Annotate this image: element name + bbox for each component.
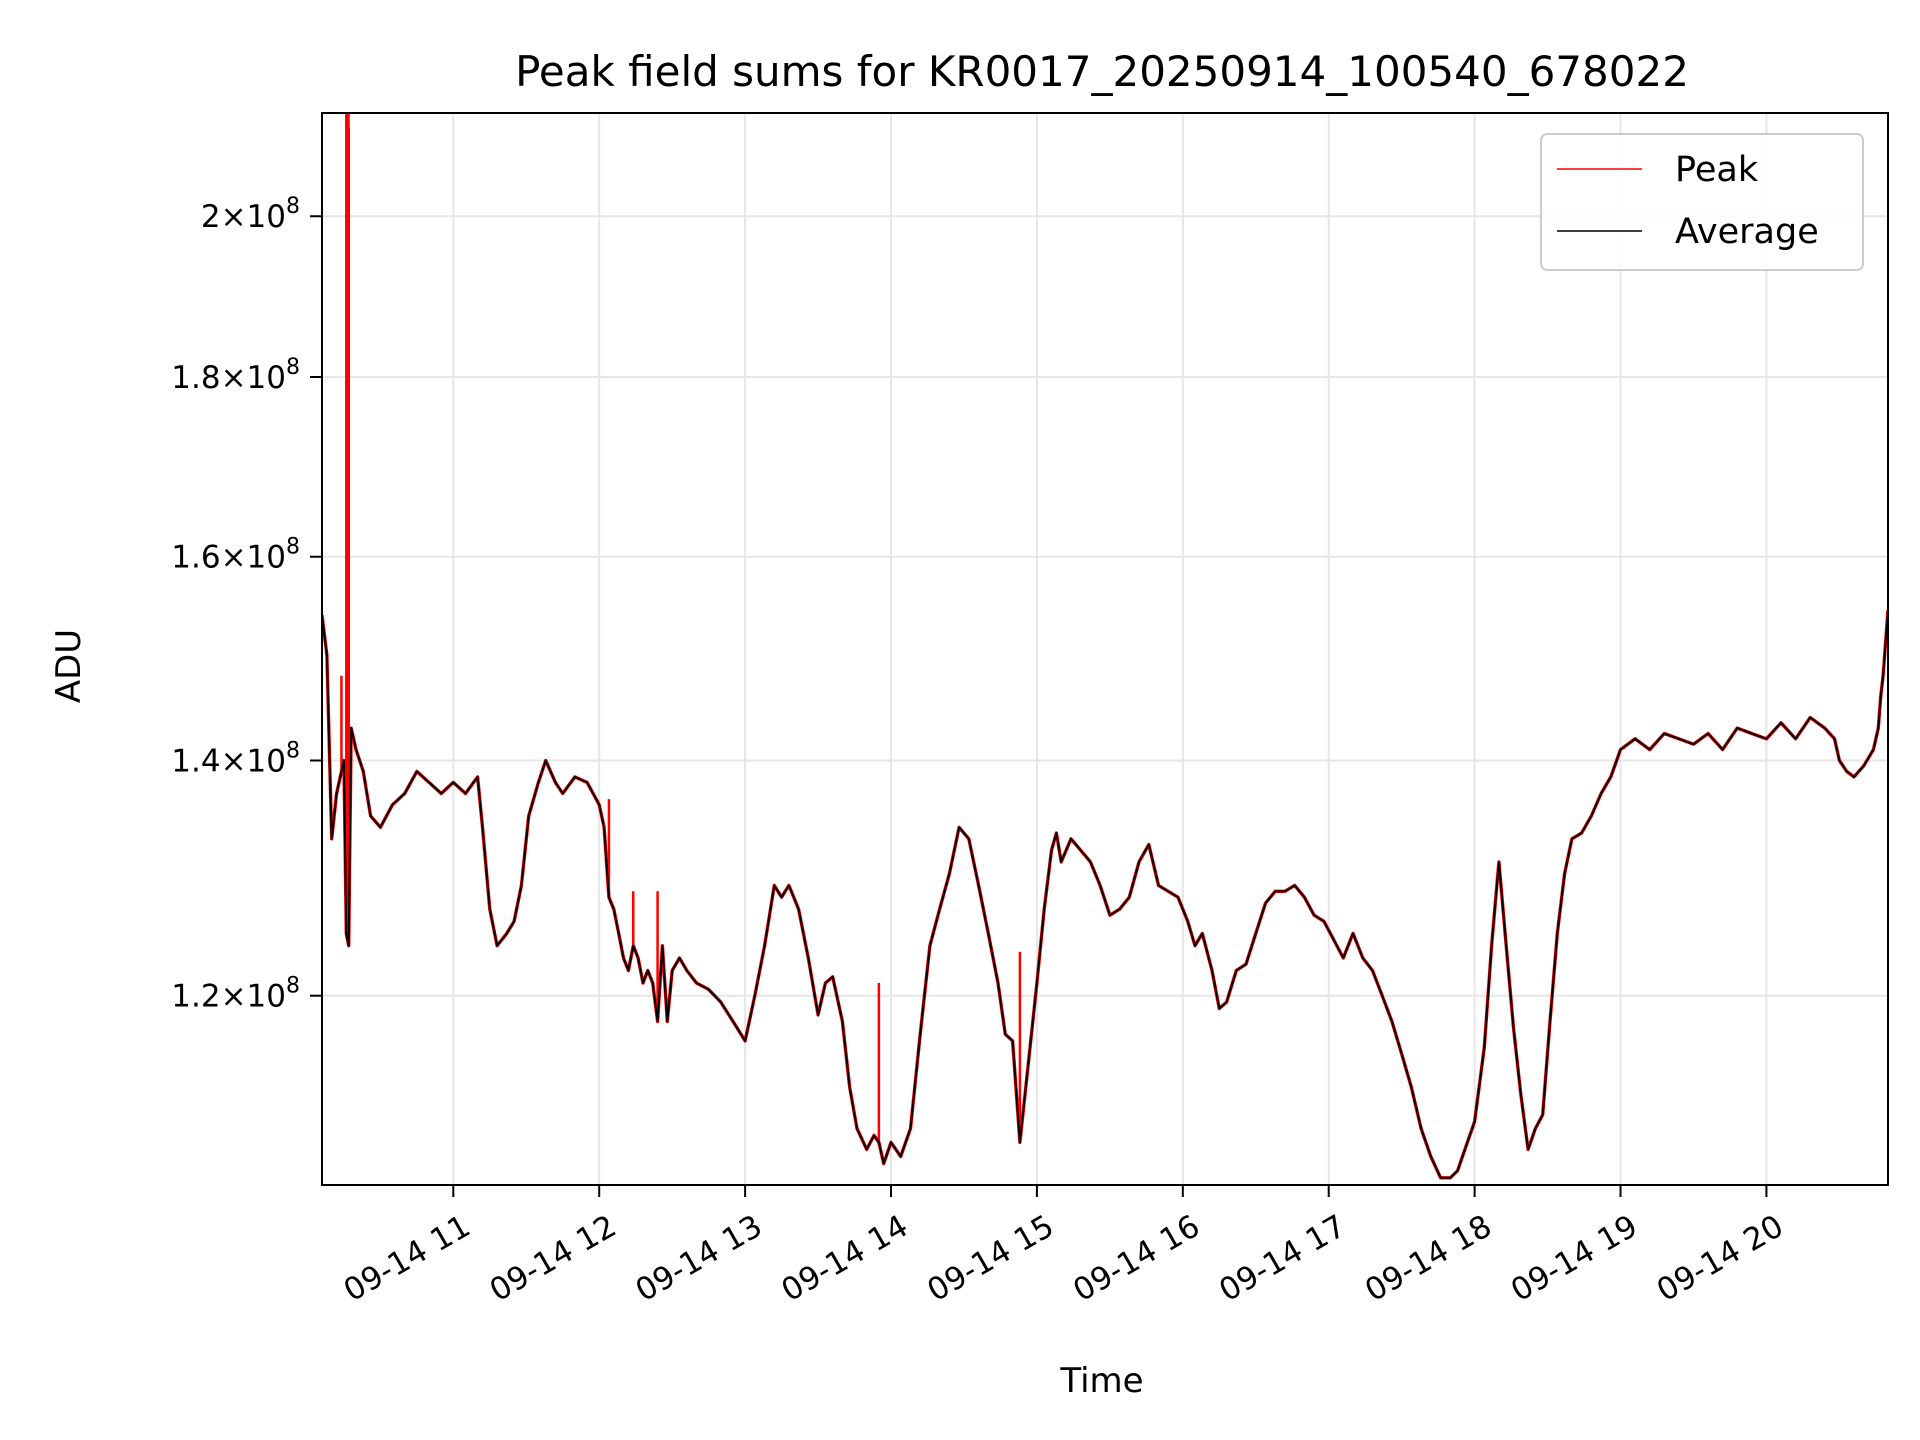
legend-average-label: Average — [1675, 212, 1819, 252]
y-axis-ticks: 1.2×108 1.4×108 1.6×108 1.8×108 2×108 — [171, 194, 322, 1015]
y-tick-label: 1.6×108 — [171, 535, 300, 576]
peak-excursion — [345, 113, 350, 762]
plot-frame — [321, 112, 1889, 1186]
legend-box — [1540, 133, 1864, 271]
y-tick-label: 1.4×108 — [171, 738, 300, 779]
legend-peak-label: Peak — [1675, 150, 1759, 190]
average-series-line — [322, 610, 1888, 1179]
y-tick-label: 2×108 — [201, 194, 300, 235]
y-axis-title: ADU — [49, 629, 89, 703]
grid — [322, 113, 1888, 1185]
y-tick-label: 1.2×108 — [171, 974, 300, 1015]
y-tick-label: 1.8×108 — [171, 355, 300, 396]
chart-title: Peak field sums for KR0017_20250914_1005… — [515, 47, 1689, 96]
legend: Peak Average — [1540, 133, 1864, 271]
x-axis-title: Time — [1059, 1361, 1143, 1401]
series-group — [322, 113, 1888, 1180]
series-layer — [322, 113, 1888, 1180]
